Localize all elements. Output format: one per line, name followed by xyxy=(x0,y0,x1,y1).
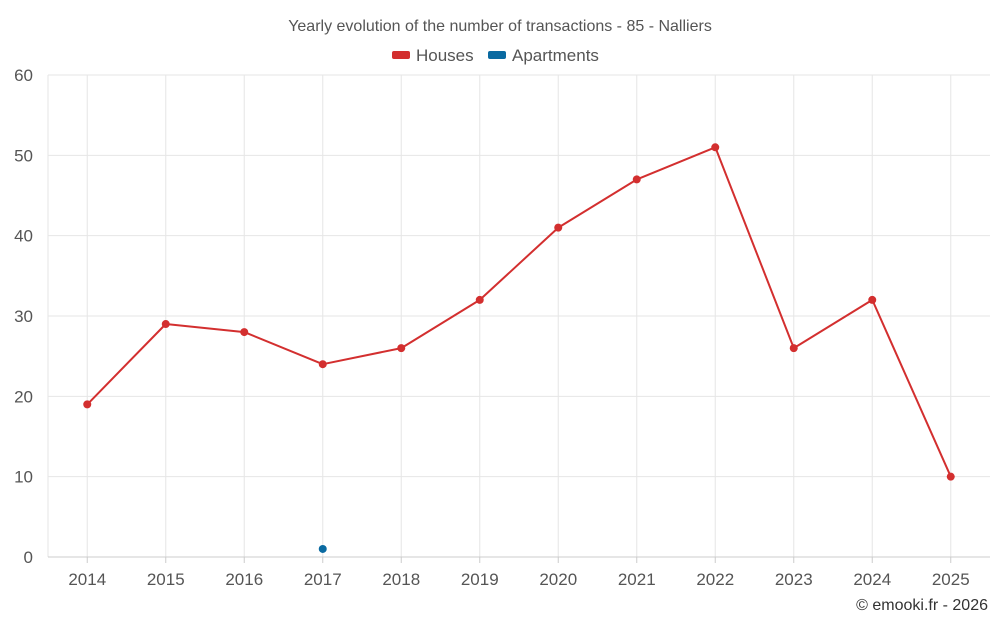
data-point-houses-2025[interactable] xyxy=(946,472,955,481)
y-tick-label-40: 40 xyxy=(14,227,33,246)
legend-swatch-houses xyxy=(392,51,410,59)
x-tick-label-2019: 2019 xyxy=(461,570,499,589)
axes: 0 10 20 30 40 50 60 2014 2015 2016 2017 2018 2019 202… xyxy=(14,66,990,589)
data-point-houses-2015[interactable] xyxy=(161,320,170,329)
x-tick-label-2021: 2021 xyxy=(618,570,656,589)
legend-label-apartments[interactable]: Apartments xyxy=(512,46,599,65)
x-tick-label-2022: 2022 xyxy=(696,570,734,589)
credit-text: © emooki.fr - 2026 xyxy=(856,597,988,614)
y-tick-label-60: 60 xyxy=(14,66,33,85)
y-tick-label-0: 0 xyxy=(24,548,33,567)
data-point-houses-2017[interactable] xyxy=(318,360,327,369)
x-tick-label-2020: 2020 xyxy=(539,570,577,589)
x-tick-label-2025: 2025 xyxy=(932,570,970,589)
x-tick-label-2014: 2014 xyxy=(68,570,106,589)
x-tick-label-2018: 2018 xyxy=(382,570,420,589)
x-tick-label-2024: 2024 xyxy=(853,570,891,589)
chart-title: Yearly evolution of the number of transa… xyxy=(288,18,712,35)
y-tick-label-30: 30 xyxy=(14,307,33,326)
data-point-houses-2014[interactable] xyxy=(83,400,92,409)
data-point-houses-2019[interactable] xyxy=(475,295,484,304)
data-point-houses-2021[interactable] xyxy=(632,175,641,184)
x-tick-label-2017: 2017 xyxy=(304,570,342,589)
y-tick-label-10: 10 xyxy=(14,468,33,487)
series-line-houses xyxy=(86,146,952,478)
series-houses xyxy=(83,143,955,481)
x-tick-label-2015: 2015 xyxy=(147,570,185,589)
data-point-houses-2023[interactable] xyxy=(789,344,798,353)
legend-label-houses[interactable]: Houses xyxy=(416,46,474,65)
data-point-apartments-2017[interactable] xyxy=(318,544,327,553)
data-point-houses-2018[interactable] xyxy=(397,344,406,353)
series-apartments xyxy=(318,544,327,553)
legend: Houses Apartments xyxy=(392,46,599,65)
y-tick-label-50: 50 xyxy=(14,146,33,165)
data-point-houses-2016[interactable] xyxy=(240,328,249,337)
x-tick-label-2016: 2016 xyxy=(225,570,263,589)
data-point-houses-2020[interactable] xyxy=(554,223,563,232)
grid xyxy=(47,74,990,557)
legend-swatch-apartments xyxy=(488,51,506,59)
y-tick-label-20: 20 xyxy=(14,387,33,406)
series xyxy=(83,143,955,553)
x-tick-label-2023: 2023 xyxy=(775,570,813,589)
data-point-houses-2024[interactable] xyxy=(868,295,877,304)
data-point-houses-2022[interactable] xyxy=(711,143,720,152)
